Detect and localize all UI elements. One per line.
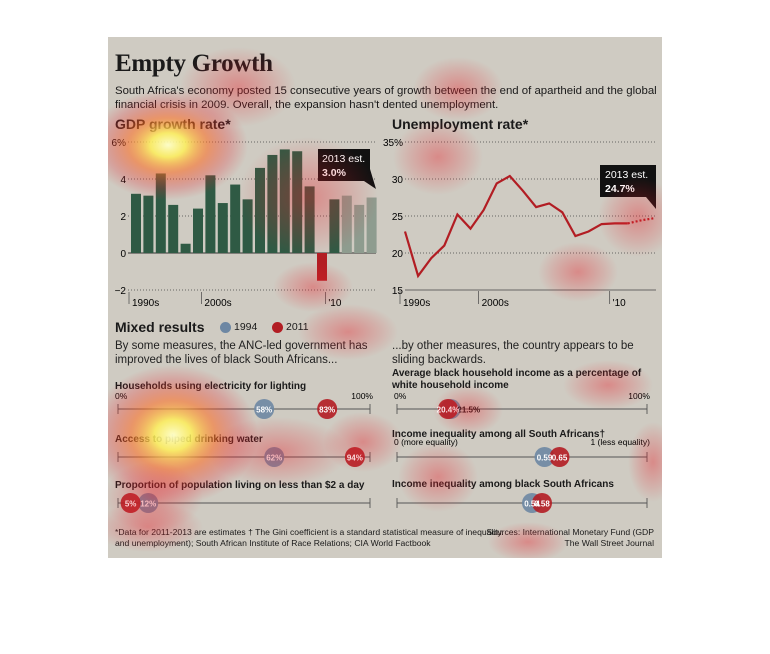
unemp-xtick-label: 1990s [403,298,430,309]
indicator-value-label-1994: 0.59 [537,454,553,463]
legend-dot-2011 [272,322,283,333]
indicator-value-label-2011: 20.4% [437,406,460,415]
indicator-value-label-2011: 94% [347,454,363,463]
gdp-xtick-label: 2000s [204,298,231,309]
footnote-line-1: *Data for 2011-2013 are estimates † The … [115,527,504,537]
indicator-value-label-2011: 83% [319,406,335,415]
gdp-bar [168,204,179,253]
unemp-ytick-label: 25 [392,212,404,223]
indicator-dot-1994 [254,399,275,419]
gdp-bar [180,243,191,253]
sources-line-1: Sources: International Monetary Fund (GD… [486,527,654,537]
footnote-line-2: and unemployment); South African Institu… [115,538,431,548]
indicator-scale-max: 100% [351,391,373,401]
gdp-bar [230,184,241,253]
unemp-ytick-label: 15 [392,286,404,297]
indicator-scale-min: 0% [115,391,128,401]
indicator-label-gini-black: Income inequality among black South Afri… [392,479,614,490]
unemp-xtick-label: 2000s [482,298,509,309]
indicator-dot-2011 [549,447,570,467]
gdp-bar [155,173,166,253]
gdp-xtick-label: 1990s [132,298,159,309]
indicator-value-label-1994: 62% [266,454,282,463]
legend-label-1994: 1994 [234,321,258,333]
indicator-value-label-2011: 0.65 [552,454,568,463]
gdp-ytick-label: 0 [120,249,126,260]
gdp-bar [143,195,154,253]
unemp-ytick-label: 20 [392,249,404,260]
gdp-ytick-label: −2 [115,286,127,297]
unemp-line [403,174,628,279]
mixed-results-title: Mixed results [115,319,205,335]
indicator-scale-min: 0 (more equality) [394,437,458,447]
indicator-value-label-1994: 0.54 [524,500,540,509]
gdp-bar [131,193,141,253]
unemp-xtick-label: '10 [613,298,626,309]
indicator-value-label-2011: 0.58 [534,500,550,509]
indicator-scale-max: 1 (less equality) [590,437,650,447]
indicator-value-label-1994: 58% [256,406,272,415]
indicator-scales: 0% 100% 58% 83% 62% 94% 12%5% 0% 100% 21.5%20.4% 0… [115,391,650,513]
indicator-scale-min: 0% [394,391,407,401]
gdp-bar [193,208,203,253]
indicator-scale-max: 100% [628,391,650,401]
gdp-ytick-label: 2 [120,212,126,223]
indicator-dot-2011 [532,493,552,513]
right-intro: ...by other measures, the country appear… [392,340,634,366]
infographic-panel: Empty Growth South Africa's economy post… [108,37,662,558]
gdp-bar [217,203,228,253]
gdp-bar [205,175,216,253]
indicator-value-label-1994: 21.5% [457,406,480,415]
indicator-dot-1994 [534,447,555,467]
legend-dot-1994 [220,322,231,333]
sources-line-2: The Wall Street Journal [564,538,654,548]
indicator-value-label-2011: 5% [125,500,137,509]
indicator-value-label-1994: 12% [140,500,156,509]
